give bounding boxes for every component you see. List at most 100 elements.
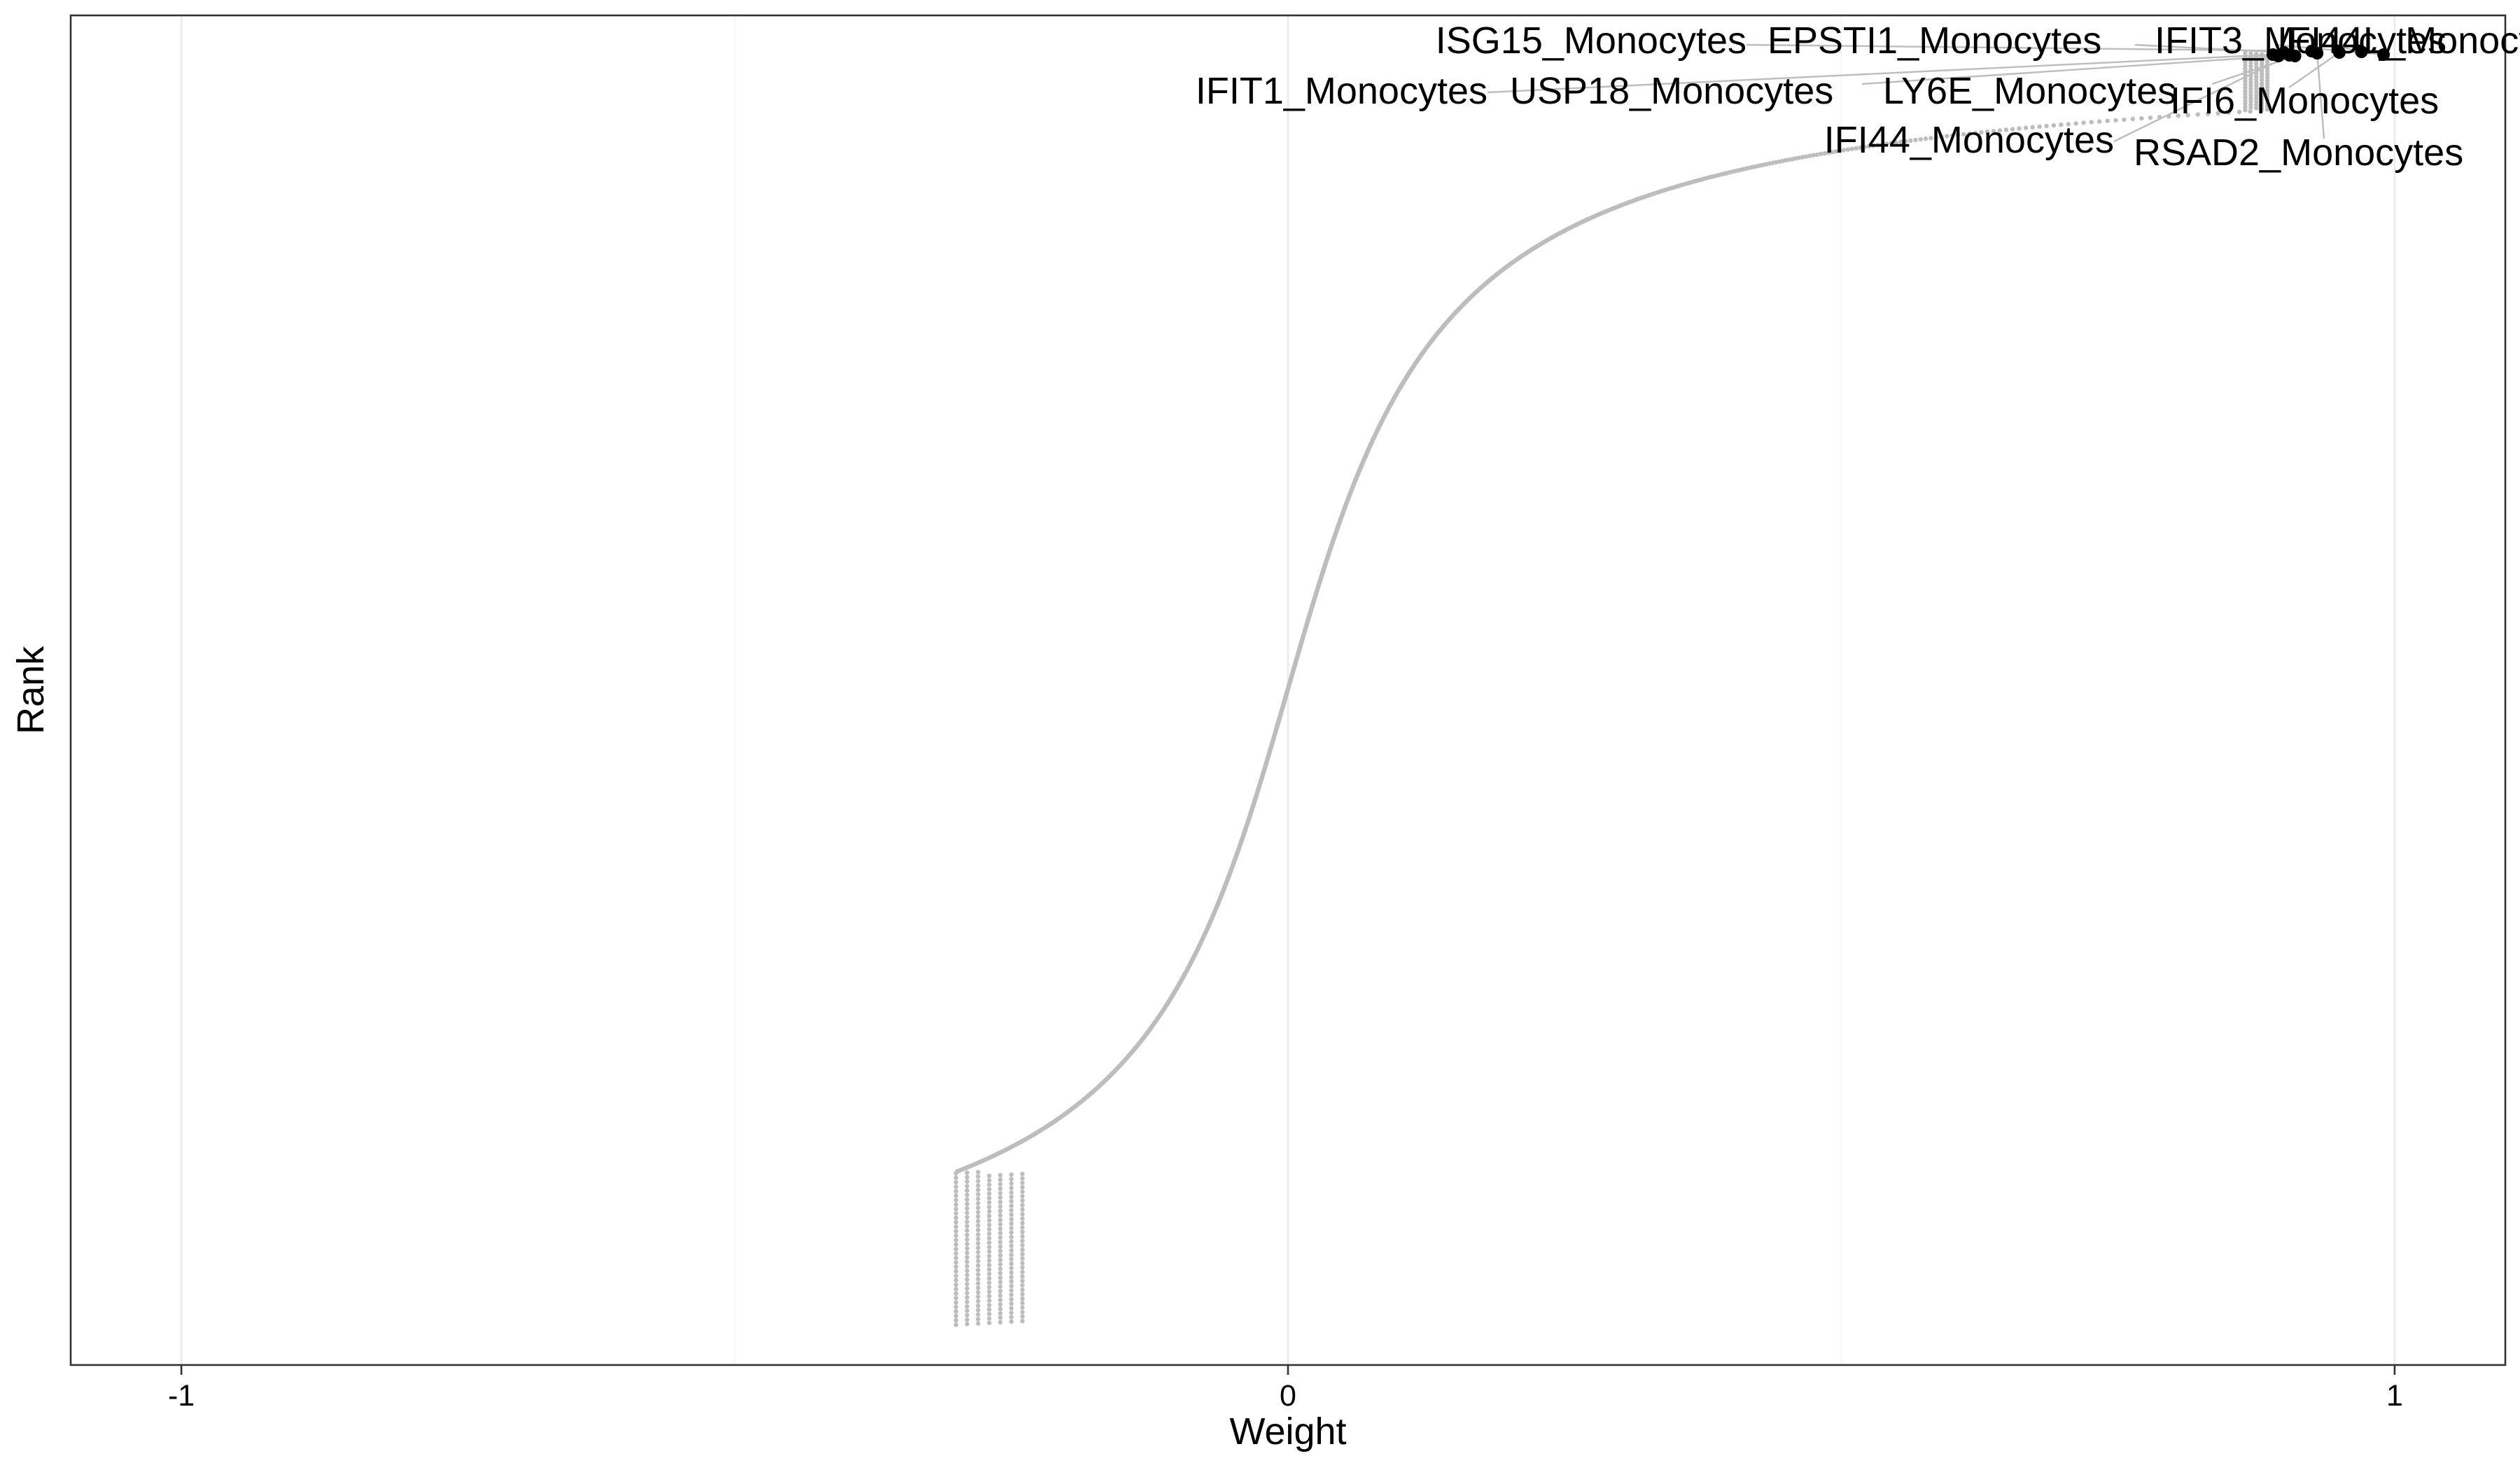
weight-point [976, 1281, 981, 1286]
weight-point [965, 1219, 969, 1224]
weight-point [1009, 1177, 1014, 1182]
weight-point [1893, 140, 1898, 145]
weight-point [1009, 1194, 1014, 1200]
weight-point [953, 1228, 958, 1234]
weight-point [1020, 1212, 1025, 1217]
weight-point [997, 1266, 1003, 1271]
weight-point [1790, 157, 1795, 162]
weight-point [1020, 1234, 1025, 1239]
label-leader-line [1746, 43, 2312, 52]
weight-point [1797, 155, 1802, 160]
weight-point [1837, 148, 1842, 153]
weight-point [1009, 1319, 1014, 1324]
weight-point [997, 1320, 1003, 1325]
weight-point [1009, 1301, 1014, 1306]
weight-point [1020, 1185, 1025, 1190]
weight-point [953, 1296, 958, 1301]
weight-point [1009, 1256, 1014, 1262]
weight-point [2260, 80, 2264, 86]
gene-label: LY6E_Monocytes [1883, 70, 2176, 112]
weight-point [987, 1284, 992, 1290]
weight-point [953, 1211, 958, 1216]
weight-point [987, 1191, 992, 1196]
weight-point [997, 1226, 1003, 1231]
weight-point [1020, 1287, 1025, 1292]
weight-point [1009, 1288, 1014, 1293]
weight-point [953, 1189, 958, 1194]
weight-point [987, 1294, 992, 1298]
weight-point [987, 1186, 992, 1192]
weight-point [1009, 1234, 1014, 1240]
weight-point [987, 1231, 992, 1236]
weight-point [953, 1206, 958, 1212]
weight-point [987, 1320, 992, 1326]
weight-point [2260, 94, 2264, 99]
weight-point [976, 1200, 981, 1206]
weight-point [965, 1210, 969, 1215]
weight-point [965, 1286, 969, 1291]
weight-point [965, 1255, 969, 1260]
weight-point [2248, 89, 2253, 94]
weight-point [2260, 84, 2264, 89]
weight-point [1956, 132, 1961, 137]
weight-point [997, 1262, 1003, 1267]
weight-point [1009, 1190, 1014, 1195]
weight-point [2248, 102, 2253, 107]
weight-point [997, 1244, 1003, 1249]
weight-point [997, 1204, 1003, 1209]
weight-point [1009, 1266, 1014, 1270]
weight-point [1020, 1247, 1025, 1252]
weight-point [1889, 141, 1894, 146]
weight-point [953, 1260, 958, 1265]
weight-point [987, 1240, 992, 1245]
weight-point [953, 1291, 958, 1296]
weight-point [965, 1264, 969, 1269]
weight-point [2216, 111, 2220, 115]
weight-point [1875, 143, 1880, 148]
weight-point [1807, 153, 1812, 158]
weight-point [2248, 105, 2253, 110]
weight-point [1020, 1310, 1025, 1315]
weight-point [2105, 118, 2110, 123]
label-leader-line [2316, 52, 2325, 139]
x-tick-label: -1 [168, 1379, 195, 1413]
weight-point [1903, 139, 1908, 144]
weight-point [1830, 150, 1835, 155]
weight-point [965, 1224, 969, 1228]
weight-point [1020, 1238, 1025, 1243]
weight-point [2248, 108, 2253, 114]
weight-point [1009, 1199, 1014, 1204]
weight-point [965, 1246, 969, 1251]
weight-point [976, 1174, 981, 1179]
weight-point [976, 1294, 981, 1299]
weight-point [997, 1306, 1003, 1312]
gene-labels: ISG15_Monocytes EPSTI1_Monocytes IFIT3_Mon… [1196, 20, 2520, 174]
weight-point [953, 1313, 958, 1319]
weight-point [997, 1284, 1003, 1289]
x-tick-label: 1 [2386, 1379, 2403, 1413]
weight-point [976, 1214, 981, 1219]
weight-point [997, 1315, 1003, 1320]
weight-point [965, 1192, 969, 1198]
weight-point [1009, 1172, 1014, 1177]
weight-point [1009, 1212, 1014, 1217]
weight-point [997, 1248, 1003, 1254]
weight-point [953, 1198, 958, 1203]
weight-point [1020, 1278, 1025, 1284]
weight-point [1020, 1198, 1025, 1203]
weight-point [1800, 155, 1805, 160]
weight-point [976, 1210, 981, 1214]
weight-point [1009, 1185, 1014, 1191]
weight-point [2243, 98, 2248, 103]
weight-point [965, 1322, 969, 1326]
weight-point [2051, 122, 2057, 128]
weight-point [965, 1237, 969, 1242]
weight-point [1020, 1274, 1025, 1279]
weight-point [2254, 80, 2259, 85]
weight-point [2254, 93, 2259, 98]
weight-point [965, 1214, 969, 1220]
weight-point [2254, 102, 2259, 108]
highlighted-points [2267, 45, 2390, 62]
weight-point [1814, 152, 1819, 158]
weight-point [997, 1297, 1003, 1303]
